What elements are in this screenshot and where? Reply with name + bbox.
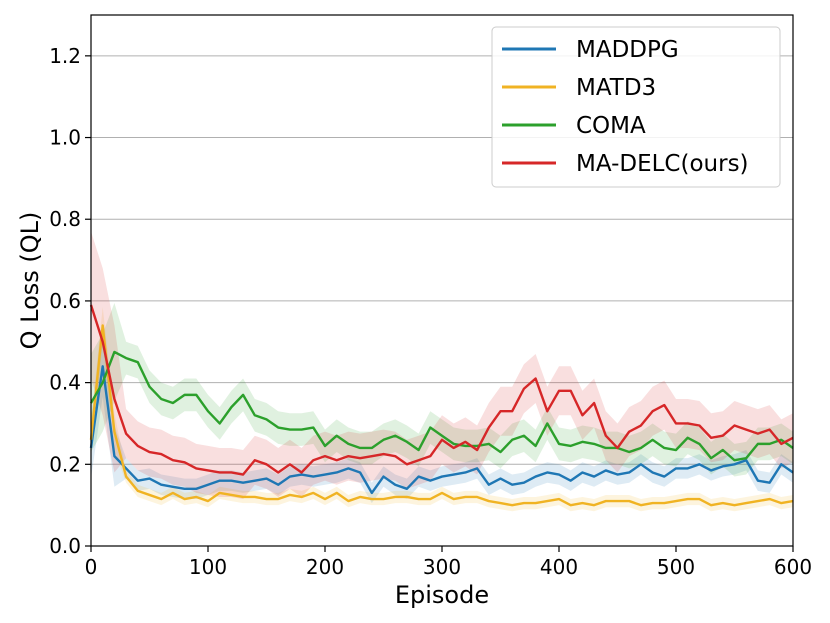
y-tick-label: 0.8 — [49, 207, 81, 231]
x-axis-ticks: 0 100 200 300 400 500 600 — [85, 546, 812, 579]
line-maddpg — [89, 365, 794, 495]
y-axis-ticks: 0.0 0.2 0.4 0.6 0.8 1.0 1.2 — [49, 44, 91, 558]
band-maddpg — [91, 335, 793, 504]
y-axis-label: Q Loss (QL) — [16, 212, 44, 350]
legend-label: MADDPG — [576, 37, 679, 63]
confidence-bands — [91, 231, 793, 512]
band-coma — [91, 302, 793, 477]
y-tick-label: 1.2 — [49, 44, 81, 68]
x-tick-label: 500 — [657, 555, 695, 579]
x-tick-label: 600 — [774, 555, 812, 579]
x-tick-label: 0 — [85, 555, 98, 579]
y-tick-label: 0.4 — [49, 371, 81, 395]
legend: MADDPG MATD3 COMA MA-DELC(ours) — [491, 26, 781, 188]
legend-box — [491, 26, 781, 188]
line-ma-delc-ours- — [89, 304, 794, 476]
line-matd3 — [89, 324, 794, 507]
x-tick-label: 400 — [540, 555, 578, 579]
line-coma — [89, 350, 794, 462]
x-axis-label: Episode — [395, 581, 489, 609]
legend-label: MATD3 — [576, 75, 656, 101]
y-tick-label: 0.6 — [49, 289, 81, 313]
y-tick-label: 1.0 — [49, 126, 81, 150]
x-tick-label: 300 — [423, 555, 461, 579]
x-tick-label: 100 — [189, 555, 227, 579]
legend-label: MA-DELC(ours) — [576, 151, 749, 177]
y-tick-label: 0.0 — [49, 534, 81, 558]
band-ma-delc-ours- — [91, 231, 793, 500]
y-tick-label: 0.2 — [49, 452, 81, 476]
gridlines — [91, 55, 793, 547]
legend-label: COMA — [576, 113, 646, 139]
x-tick-label: 200 — [306, 555, 344, 579]
series-lines — [89, 304, 794, 507]
